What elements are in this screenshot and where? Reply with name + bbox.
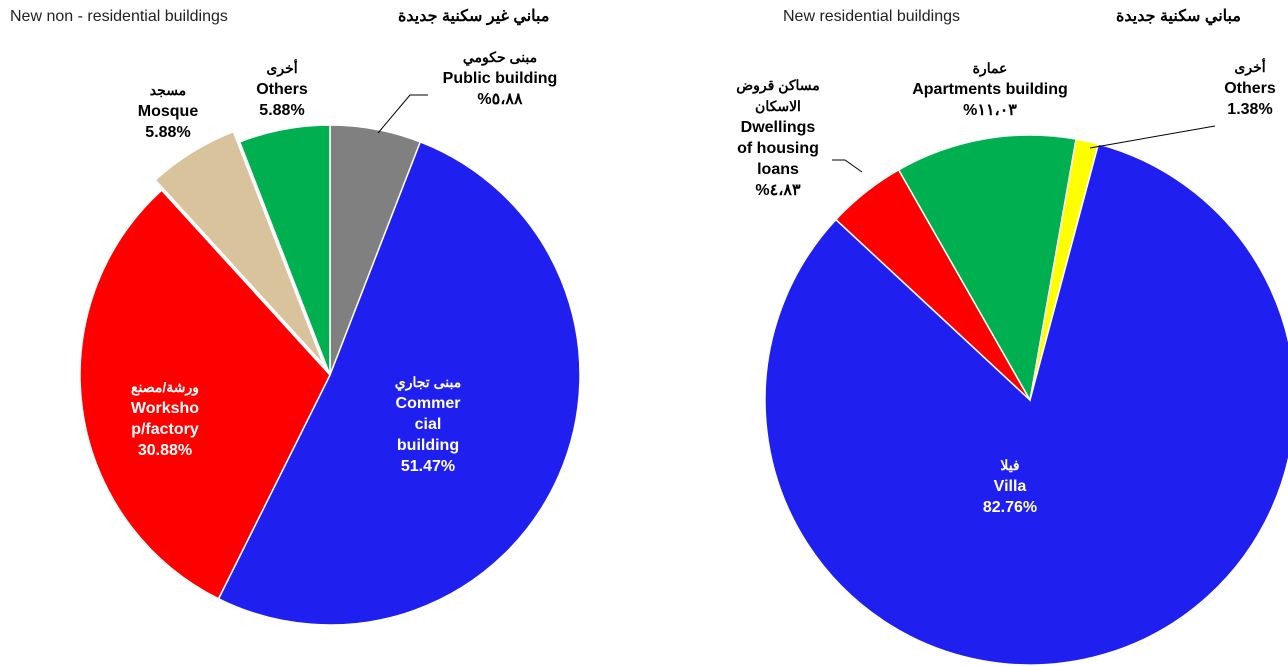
slice-label-value: 1.38%: [1227, 101, 1273, 118]
slice-label-name: Others: [1224, 80, 1276, 97]
slice-label-value: 51.47%: [400, 458, 456, 475]
slice-label-arabic: ورشة/مصنع: [131, 379, 199, 395]
slice-label: ورشة/مصنع Worksho p/factory 30.88%: [131, 377, 199, 461]
slice-label: مسجد Mosque 5.88%: [138, 80, 198, 143]
slice-label-name: Public building: [442, 70, 558, 87]
slice-label: عمارة Apartments building %١١،٠٣: [912, 58, 1068, 121]
slice-label-arabic: فيلا: [1000, 457, 1020, 473]
pie-slice: [764, 143, 1288, 666]
slice-label-value: %١١،٠٣: [963, 102, 1017, 119]
slice-label-name: Commer cial building: [395, 395, 461, 454]
slice-label-arabic: عمارة: [972, 60, 1008, 76]
pie-slice: [217, 140, 581, 626]
chart-title: New non - residential buildings: [10, 8, 228, 25]
slice-label-arabic: أخرى: [266, 60, 298, 76]
pie-slice: [897, 134, 1077, 403]
slice-label-name: Mosque: [137, 103, 199, 120]
chart-title: New residential buildings: [783, 8, 960, 25]
slice-label-name: Villa: [993, 478, 1027, 495]
slice-label-arabic: مساكن قروض الاسكان: [736, 77, 820, 114]
slice-label-arabic: أخرى: [1234, 59, 1266, 75]
slice-label-arabic: مسجد: [149, 82, 187, 98]
pie-slice: [154, 130, 325, 366]
slice-label: فيلا Villa 82.76%: [983, 455, 1037, 518]
leader-line: [377, 94, 428, 134]
slice-label-value: 82.76%: [982, 499, 1038, 516]
slice-label-arabic: مبنى حكومي: [462, 49, 538, 65]
slice-label-name: Dwellings of housing loans: [737, 119, 819, 178]
leader-line: [1089, 125, 1216, 149]
pie-slice: [79, 189, 331, 600]
slice-label: أخرى Others 1.38%: [1224, 57, 1276, 120]
slice-label-name: Apartments building: [912, 81, 1068, 98]
slice-label-arabic: مبنى تجاري: [394, 374, 462, 390]
chart-title-arabic: مباني غير سكنية جديدة: [398, 8, 550, 25]
slice-label-value: %٤،٨٣: [755, 182, 801, 199]
chart-title-arabic: مباني سكنية جديدة: [1116, 8, 1241, 25]
leader-line: [832, 159, 863, 173]
slice-label: مبنى تجاري Commer cial building 51.47%: [395, 372, 461, 477]
slice-label: مساكن قروض الاسكان Dwellings of housing l…: [736, 75, 820, 201]
slice-label-name: Others: [256, 81, 308, 98]
slice-label-name: Worksho p/factory: [130, 400, 200, 438]
slice-label-value: %٥،٨٨: [477, 91, 523, 108]
slice-label: مبنى حكومي Public building %٥،٨٨: [443, 47, 558, 110]
slice-label-value: 5.88%: [259, 102, 305, 119]
slice-label-value: 5.88%: [145, 124, 191, 141]
slice-label-value: 30.88%: [137, 442, 193, 459]
slice-label: أخرى Others 5.88%: [256, 58, 308, 121]
pie-slice: [238, 124, 331, 376]
